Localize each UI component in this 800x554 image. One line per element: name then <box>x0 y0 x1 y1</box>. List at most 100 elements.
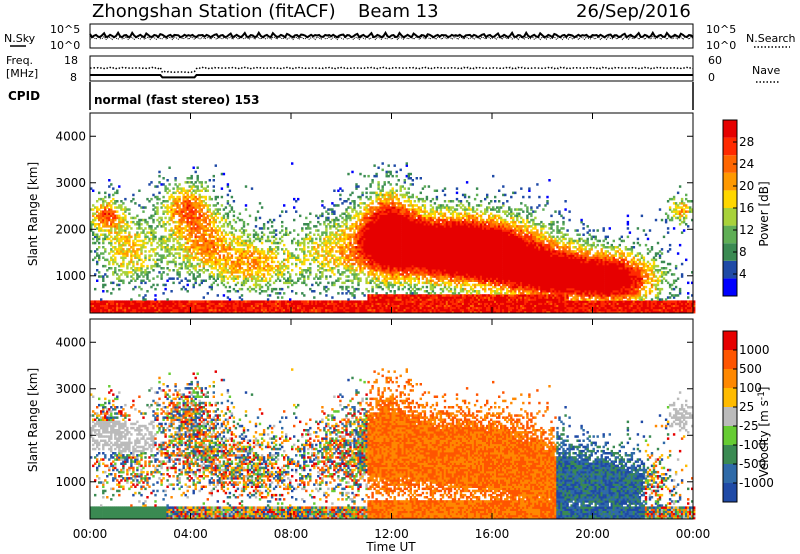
power-cell <box>194 229 197 232</box>
power-cell <box>262 308 266 312</box>
power-cell <box>164 256 167 259</box>
power-cell <box>104 273 107 276</box>
power-cell <box>403 231 406 234</box>
power-cell <box>188 216 191 220</box>
power-cell <box>409 250 412 253</box>
power-cell <box>285 258 288 262</box>
power-cell <box>238 296 242 299</box>
power-cell <box>385 216 388 220</box>
power-cell <box>246 300 250 303</box>
power-cell <box>397 250 400 253</box>
power-cell <box>192 206 195 209</box>
power-cell <box>156 212 159 215</box>
power-cell <box>176 195 179 199</box>
power-cell <box>411 292 414 295</box>
power-cell <box>112 214 115 218</box>
power-cell <box>283 204 286 207</box>
power-cell <box>156 246 159 249</box>
power-cell <box>236 235 240 239</box>
power-cell <box>194 269 197 272</box>
power-cell <box>381 310 384 314</box>
power-cell <box>401 208 404 211</box>
power-cell <box>278 304 282 308</box>
power-cell <box>232 277 236 280</box>
power-cell <box>363 262 366 266</box>
power-cell <box>339 300 342 303</box>
power-cell <box>122 235 125 239</box>
power-cell <box>393 283 396 287</box>
power-cell <box>186 290 189 293</box>
power-cell <box>395 300 398 303</box>
power-cell <box>194 202 197 205</box>
power-cell <box>192 256 195 259</box>
power-cell <box>120 204 123 207</box>
power-cell <box>389 210 392 213</box>
power-cell <box>192 304 195 308</box>
nsearch-label: N.Search <box>746 32 796 45</box>
power-cell <box>210 306 213 310</box>
power-cell <box>136 214 139 218</box>
power-cell <box>236 300 240 303</box>
power-cell <box>216 208 219 211</box>
power-cell <box>194 310 197 314</box>
power-cell <box>291 302 294 305</box>
power-cell <box>317 229 320 232</box>
power-cell <box>224 256 228 259</box>
power-cell <box>397 267 400 270</box>
power-cell <box>305 235 308 239</box>
power-cell <box>397 281 400 285</box>
power-cell <box>289 300 292 303</box>
power-cell <box>116 216 119 220</box>
power-cell <box>395 252 398 255</box>
power-cell <box>122 252 125 255</box>
power-cell <box>94 206 97 209</box>
power-cell <box>297 279 300 282</box>
power-cell <box>371 269 374 272</box>
power-cell <box>122 271 125 274</box>
power-cell <box>385 231 388 234</box>
power-cell <box>98 197 101 201</box>
power-cell <box>401 269 404 272</box>
power-cell <box>226 185 230 188</box>
power-cell <box>202 241 205 245</box>
power-cell <box>184 227 187 230</box>
power-cell <box>359 302 362 305</box>
power-cell <box>313 277 316 280</box>
power-cell <box>285 308 288 312</box>
power-cell <box>178 183 181 186</box>
power-cell <box>182 214 185 218</box>
power-cell <box>262 233 266 236</box>
power-cell <box>106 275 109 278</box>
power-cell <box>222 254 226 257</box>
power-cell <box>363 294 366 297</box>
power-cell <box>178 243 181 247</box>
power-cell <box>124 214 127 218</box>
power-cell <box>174 191 177 195</box>
power-cell <box>317 310 320 314</box>
power-cell <box>100 304 103 308</box>
power-cell <box>339 250 342 253</box>
power-cell <box>170 233 173 236</box>
power-cell <box>291 308 294 312</box>
power-cell <box>246 279 250 282</box>
power-cell <box>192 246 195 249</box>
power-cell <box>178 273 181 276</box>
power-cell <box>168 302 171 305</box>
power-cell <box>367 212 370 215</box>
power-cell <box>114 271 117 274</box>
power-cell <box>407 218 410 222</box>
power-cell <box>212 239 215 243</box>
power-cell <box>152 300 155 303</box>
power-cell <box>403 296 406 299</box>
power-cell <box>365 250 368 253</box>
power-cell <box>343 237 346 241</box>
power-cell <box>353 308 356 312</box>
power-cell <box>373 296 376 299</box>
power-cell <box>236 256 240 259</box>
power-cell <box>184 277 187 280</box>
power-cell <box>403 229 406 232</box>
power-cell <box>206 310 209 314</box>
power-cell <box>393 235 396 239</box>
power-cell <box>369 214 372 218</box>
power-cell <box>268 294 272 297</box>
